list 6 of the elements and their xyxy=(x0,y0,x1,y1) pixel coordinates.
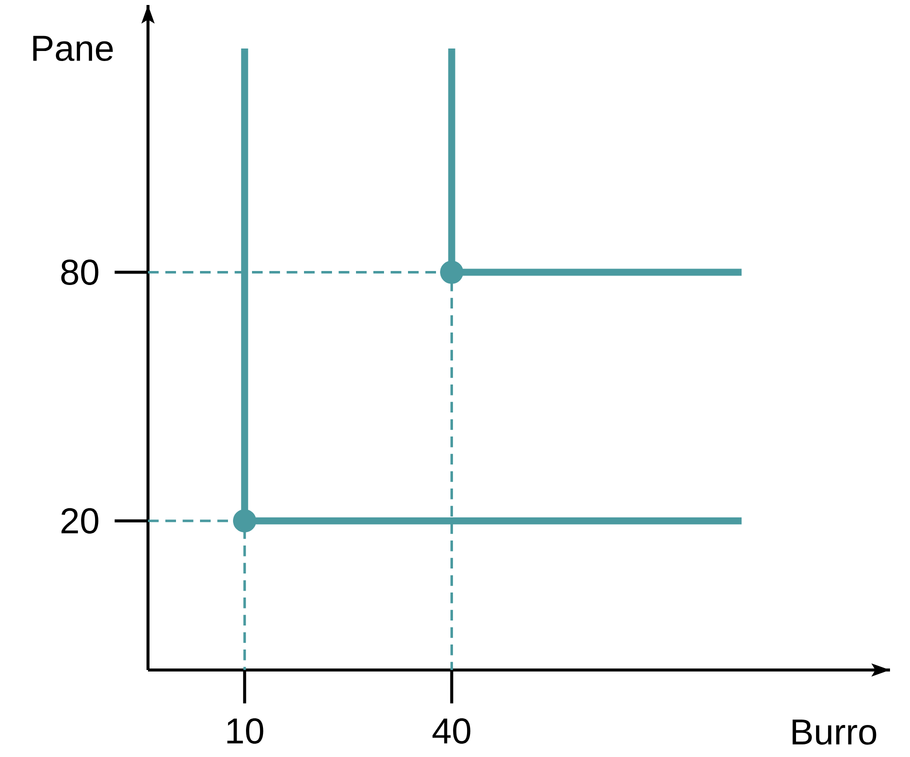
y-tick-label: 20 xyxy=(62,508,98,534)
x-tick-label: 40 xyxy=(432,718,470,744)
y-tick-label: 80 xyxy=(61,260,98,286)
x-axis-title: Burro xyxy=(792,720,876,745)
x-tick-label: 10 xyxy=(227,718,264,744)
y-axis-title: Pane xyxy=(33,36,113,62)
